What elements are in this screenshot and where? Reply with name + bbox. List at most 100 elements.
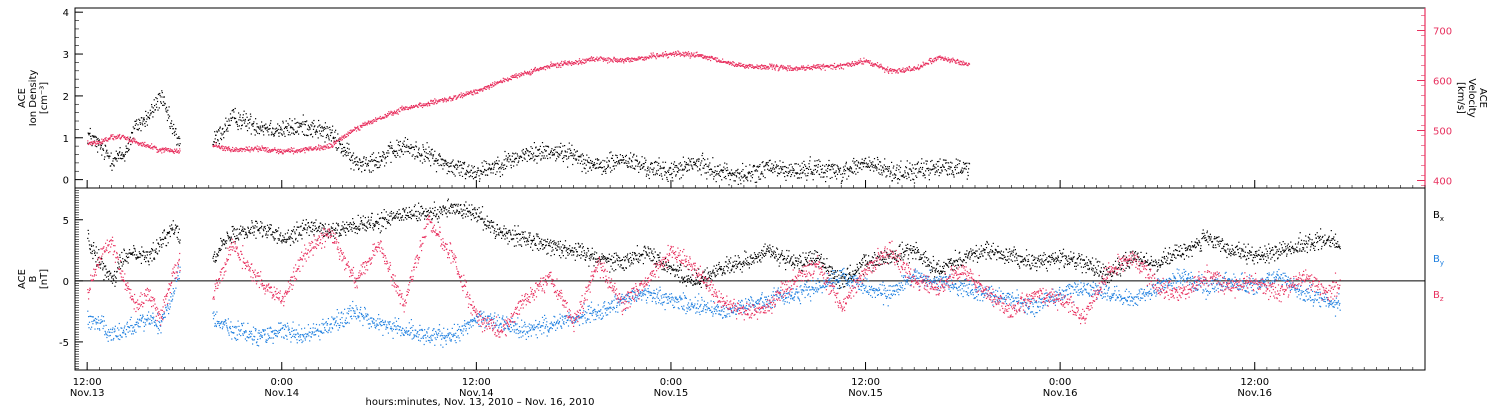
data-point	[594, 164, 596, 166]
data-point	[390, 110, 392, 112]
data-point	[123, 249, 125, 252]
data-point	[624, 155, 627, 158]
data-point	[151, 143, 153, 145]
data-point	[96, 140, 98, 143]
data-point	[744, 66, 746, 68]
data-point	[533, 70, 535, 72]
data-point	[455, 203, 457, 205]
data-point	[798, 177, 800, 179]
data-point	[169, 127, 171, 129]
data-point	[715, 57, 717, 59]
data-point	[784, 66, 786, 68]
data-point	[842, 64, 844, 66]
data-point	[152, 148, 154, 150]
data-point	[347, 224, 349, 226]
data-point	[370, 121, 372, 123]
data-point	[167, 242, 169, 244]
data-point	[729, 61, 731, 63]
data-point	[392, 114, 394, 116]
data-point	[392, 152, 395, 155]
data-point	[109, 137, 111, 139]
data-point	[668, 169, 670, 171]
data-point	[238, 112, 240, 114]
data-point	[325, 230, 327, 232]
data-point	[614, 162, 616, 164]
data-point	[577, 162, 579, 164]
data-point	[298, 150, 300, 152]
data-point	[679, 162, 681, 164]
data-point	[324, 145, 326, 147]
data-point	[318, 145, 320, 147]
data-point	[235, 148, 237, 150]
data-point	[813, 67, 816, 69]
data-point	[280, 128, 282, 130]
data-point	[342, 221, 344, 223]
data-point	[343, 228, 345, 230]
data-point	[117, 135, 119, 137]
data-point	[359, 223, 361, 225]
data-point	[398, 209, 400, 211]
data-point	[482, 165, 484, 167]
data-point	[114, 157, 116, 159]
data-point	[951, 60, 953, 62]
data-point	[148, 146, 150, 148]
data-point	[799, 67, 801, 69]
data-point	[451, 212, 453, 214]
data-point	[323, 145, 325, 147]
data-point	[909, 67, 911, 69]
data-point	[435, 216, 437, 218]
data-point	[437, 101, 439, 103]
data-point	[889, 175, 891, 178]
data-point	[286, 150, 288, 152]
data-point	[369, 123, 371, 125]
data-point	[354, 158, 356, 160]
data-point	[111, 275, 113, 277]
data-point	[257, 132, 259, 134]
data-point	[290, 233, 292, 235]
data-point	[746, 178, 748, 180]
data-point	[415, 218, 418, 220]
data-point	[432, 157, 434, 159]
data-point	[259, 125, 261, 127]
data-point	[943, 58, 945, 60]
data-point	[411, 106, 413, 108]
data-point	[275, 130, 277, 133]
data-point	[495, 82, 498, 84]
data-point	[683, 56, 685, 58]
data-point	[741, 170, 743, 172]
data-point	[968, 62, 970, 65]
data-point	[108, 137, 111, 139]
data-point	[162, 149, 165, 151]
data-point	[295, 151, 297, 153]
data-point	[159, 149, 161, 151]
data-point	[342, 150, 344, 152]
data-point	[392, 217, 394, 219]
data-point	[793, 68, 795, 70]
data-point	[588, 57, 590, 59]
data-point	[581, 63, 583, 65]
data-point	[259, 232, 261, 234]
data-point	[477, 216, 479, 218]
data-point	[138, 143, 140, 145]
data-point	[323, 127, 325, 129]
data-point	[736, 172, 739, 174]
data-point	[713, 58, 715, 60]
data-point	[102, 269, 104, 271]
data-point	[287, 229, 289, 231]
data-point	[132, 140, 134, 142]
data-point	[590, 169, 593, 171]
data-point	[427, 153, 429, 155]
data-point	[688, 164, 690, 166]
data-point	[225, 146, 227, 148]
data-point	[234, 235, 236, 238]
data-point	[348, 148, 350, 150]
data-point	[616, 61, 618, 63]
data-point	[826, 176, 828, 178]
data-point	[735, 175, 737, 177]
data-point	[674, 52, 676, 54]
data-point	[140, 143, 142, 145]
data-point	[494, 81, 496, 83]
data-point	[382, 151, 384, 153]
data-point	[763, 64, 765, 67]
data-point	[478, 216, 481, 218]
